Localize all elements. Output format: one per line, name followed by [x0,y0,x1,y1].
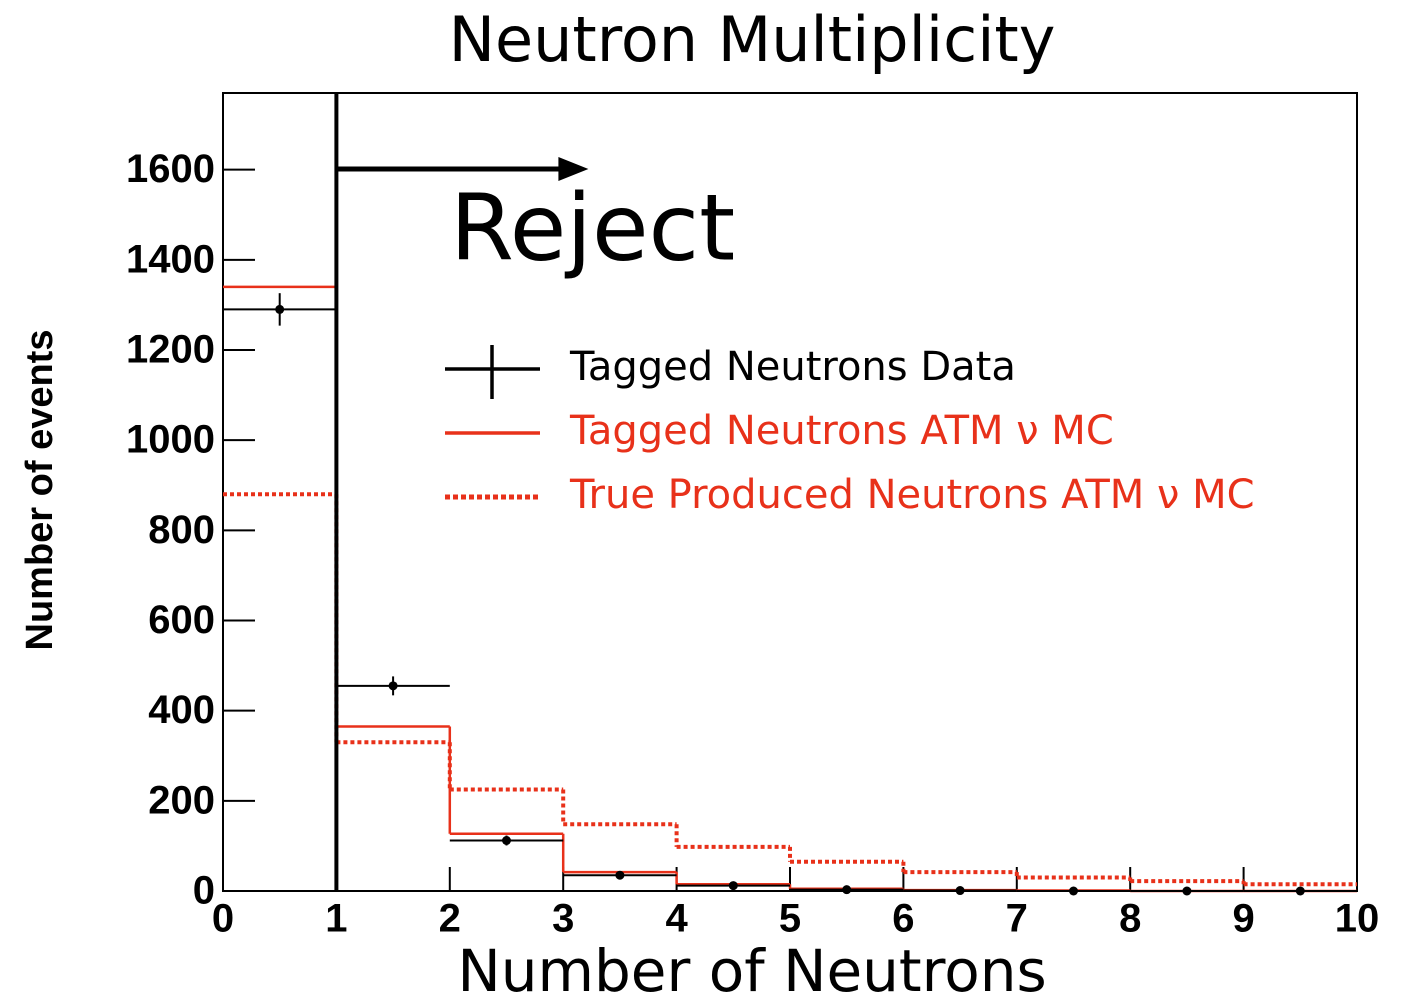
y-tick-label: 1400 [126,237,215,281]
x-tick-label: 0 [212,897,234,941]
x-tick-label: 7 [1006,897,1028,941]
x-tick-label: 2 [439,897,461,941]
x-tick-label: 4 [665,897,688,941]
data-point [728,881,738,891]
y-tick-label: 1000 [126,418,215,462]
data-point [275,304,285,314]
x-tick-label: 9 [1232,897,1254,941]
data-point [388,681,398,691]
y-tick-label: 800 [148,508,215,552]
legend-label: True Produced Neutrons ATM ν MC [569,472,1255,518]
y-tick-label: 1200 [126,328,215,372]
y-tick-label: 0 [193,869,215,913]
x-tick-label: 3 [552,897,574,941]
x-tick-label: 1 [325,897,347,941]
data-point [955,886,965,896]
annotation: Reject [450,174,735,281]
legend-label: Tagged Neutrons Data [569,344,1016,390]
legend-label: Tagged Neutrons ATM ν MC [569,408,1114,454]
data-point [1069,886,1078,896]
data-point [842,885,852,895]
x-tick-label: 6 [892,897,914,941]
y-tick-label: 1600 [126,147,215,191]
x-tick-label: 8 [1119,897,1141,941]
data-point [1295,886,1305,896]
y-tick-label: 200 [148,778,215,822]
data-point [1182,886,1192,896]
y-tick-label: 400 [148,688,215,732]
data-point [615,870,625,880]
data-point [502,836,511,846]
arrow-head [558,157,589,181]
chart-title: Neutron Multiplicity [449,3,1056,76]
x-tick-label: 5 [779,897,801,941]
x-tick-label: 10 [1335,897,1380,941]
x-axis-label: Number of Neutrons [457,937,1046,1005]
y-axis-label: Number of events [19,330,61,651]
y-tick-label: 600 [148,598,215,642]
